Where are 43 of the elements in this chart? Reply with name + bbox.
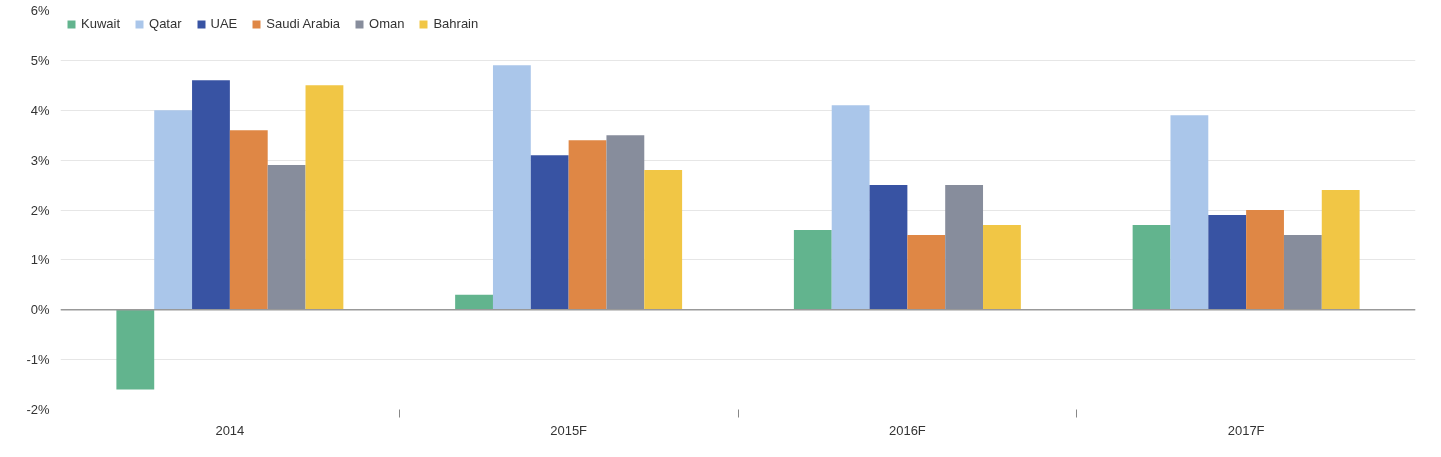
bar	[983, 224, 1021, 310]
legend-label: Oman	[369, 16, 405, 31]
x-tick-label: 2017F	[1227, 422, 1265, 438]
bar	[1170, 115, 1209, 310]
x-tick-label: 2015F	[550, 422, 588, 438]
bar	[492, 65, 531, 310]
bar	[229, 130, 268, 310]
bar	[192, 80, 230, 310]
y-tick-label: -2%	[26, 402, 50, 417]
bar	[945, 185, 984, 310]
y-tick-label: 1%	[30, 252, 50, 268]
y-tick-label: 0%	[30, 302, 50, 318]
y-tick-label: 3%	[30, 152, 50, 168]
x-tick-label: 2014	[215, 422, 245, 438]
y-tick-label: 2%	[30, 202, 50, 218]
legend-label: Qatar	[149, 16, 182, 31]
bar	[154, 110, 193, 310]
bar	[530, 155, 569, 310]
legend-label: UAE	[210, 16, 238, 31]
bar	[1283, 234, 1322, 310]
bar	[907, 234, 946, 310]
bar	[1132, 224, 1171, 310]
legend-label: Bahrain	[433, 16, 479, 31]
bar	[1246, 210, 1284, 310]
bar	[568, 140, 607, 310]
bar	[1208, 214, 1247, 310]
bar	[644, 170, 683, 310]
bar	[869, 185, 908, 310]
bar	[267, 165, 306, 310]
y-tick-label: -1%	[26, 352, 50, 368]
bar	[606, 135, 645, 310]
legend-label: Kuwait	[81, 16, 121, 31]
bar	[116, 309, 155, 390]
bar	[305, 85, 344, 310]
y-tick-label: 6%	[30, 3, 50, 18]
bar	[455, 294, 493, 310]
legend-label: Saudi Arabia	[266, 16, 341, 31]
y-tick-label: 4%	[30, 102, 50, 118]
bar	[793, 229, 832, 310]
x-tick-label: 2016F	[888, 422, 926, 438]
bar	[831, 105, 870, 310]
y-tick-label: 5%	[30, 52, 50, 68]
bar	[1321, 190, 1360, 310]
